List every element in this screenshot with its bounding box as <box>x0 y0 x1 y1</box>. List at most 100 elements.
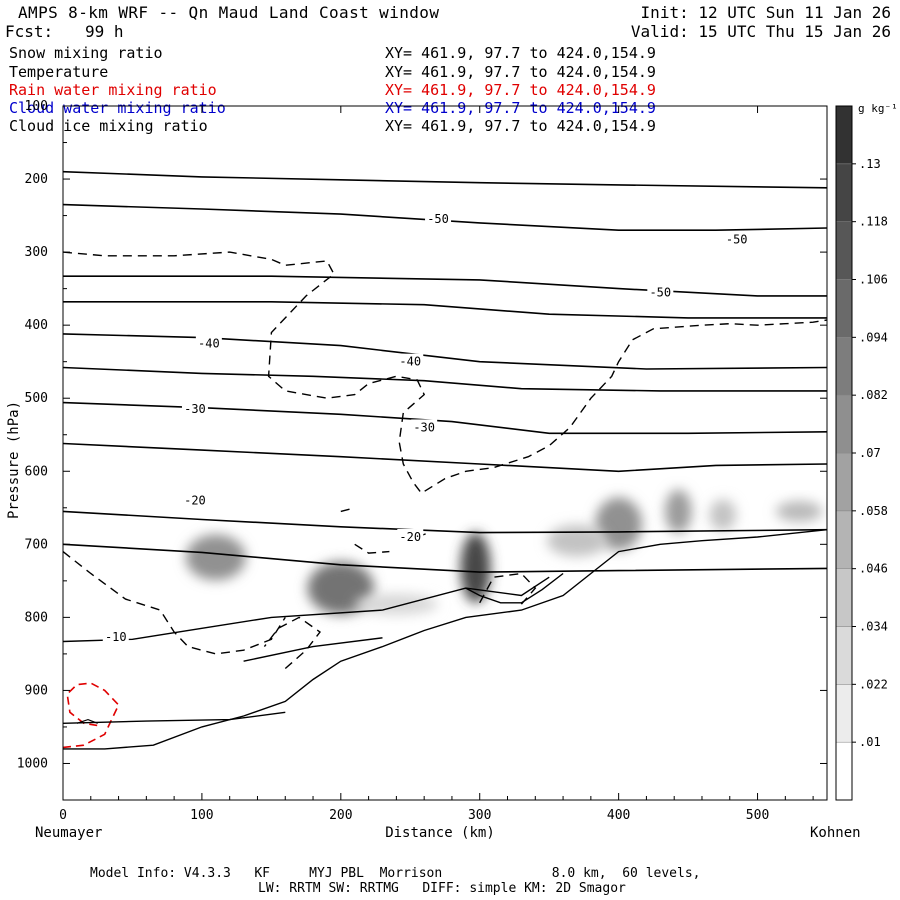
y-tick-label: 400 <box>25 318 48 333</box>
x-tick-label: 200 <box>329 808 352 823</box>
temperature-label-bg <box>102 629 129 644</box>
temperature-label-bg <box>425 211 452 226</box>
terrain-contour <box>63 576 550 643</box>
temperature-label: -50 <box>427 212 449 226</box>
colorbar-band <box>835 163 853 222</box>
dashed-contour <box>263 616 321 670</box>
plot-frame <box>62 105 828 801</box>
temperature-label-bg <box>195 335 222 350</box>
colorbar-band <box>835 452 853 512</box>
temperature-label: -10 <box>105 630 127 644</box>
dashed-contour <box>479 572 537 605</box>
colorbar-band <box>835 105 853 165</box>
x-right-endpoint: Kohnen <box>810 825 861 841</box>
colorbar-label: .118 <box>859 215 888 229</box>
terrain-contour <box>465 572 564 604</box>
field-rain-coords: XY= 461.9, 97.7 to 424.0,154.9 <box>385 81 656 99</box>
colorbar: .01 .022 .034 .046 .058 .07 .082 .094 .106 .118 .1… <box>835 105 888 801</box>
shading-blob <box>665 489 692 534</box>
temperature-contour <box>63 543 827 573</box>
x-left-endpoint: Neumayer <box>35 825 102 841</box>
colorbar-band <box>835 741 853 801</box>
shading-blob <box>546 524 607 557</box>
x-tick-label: 300 <box>468 808 491 823</box>
temperature-labels: -50 -50 -50 -40 -40 -30 -30 -20 -20 -10 <box>102 211 750 644</box>
temperature-contour <box>63 366 827 392</box>
shading-blob <box>709 499 737 531</box>
field-temp-coords: XY= 461.9, 97.7 to 424.0,154.9 <box>385 63 656 81</box>
x-tick-label: 500 <box>746 808 769 823</box>
colorbar-label: .01 <box>859 735 881 749</box>
temperature-label: -50 <box>726 233 748 247</box>
terrain-outline <box>63 529 827 750</box>
y-tick-label: 300 <box>25 245 48 260</box>
colorbar-label: .07 <box>859 446 881 460</box>
chart-title: AMPS 8-km WRF -- Qn Maud Land Coast wind… <box>18 3 440 22</box>
temperature-contour <box>63 275 827 297</box>
terrain-contour <box>243 637 383 662</box>
colorbar-label: .082 <box>859 388 888 402</box>
colorbar-label: .058 <box>859 504 888 518</box>
shading-blob <box>460 532 491 603</box>
y-tick-label: 900 <box>25 683 48 698</box>
colorbar-band <box>835 626 853 685</box>
fcst-label: Fcst: <box>5 22 54 41</box>
terrain-line <box>63 529 827 750</box>
dashed-contour <box>340 507 355 513</box>
init-time: Init: 12 UTC Sun 11 Jan 26 <box>640 3 891 22</box>
temperature-label-bg <box>181 492 208 507</box>
terrain-contour <box>63 711 286 724</box>
colorbar-band <box>835 684 853 743</box>
temperature-contour <box>63 301 827 319</box>
x-tick-label: 100 <box>190 808 213 823</box>
temperature-label-bg <box>397 529 424 544</box>
axes: 0 100 200 300 400 500 100 200 300 400 500 600 700 800… <box>17 99 827 823</box>
colorbar-label: .106 <box>859 273 888 287</box>
x-axis-label: Distance (km) <box>385 825 495 841</box>
fcst-value: 99 h <box>85 22 124 41</box>
x-tick-label: 0 <box>59 808 67 823</box>
colorbar-band <box>835 337 853 396</box>
field-cloudwater-name: Cloud water mixing ratio <box>9 99 226 117</box>
model-info: Model Info: V4.3.3 KF MYJ PBL Morrison 8… <box>90 866 701 881</box>
x-tick-label: 400 <box>607 808 630 823</box>
temperature-label: -20 <box>184 493 206 507</box>
field-cloudice-name: Cloud ice mixing ratio <box>9 117 208 135</box>
temperature-contour <box>63 170 827 189</box>
temperature-label: -20 <box>399 530 421 544</box>
y-tick-label: 600 <box>25 464 48 479</box>
colorbar-band <box>835 221 853 280</box>
temperature-label: -40 <box>198 336 220 350</box>
colorbar-label: .13 <box>859 157 881 171</box>
temperature-label-bg <box>397 353 424 368</box>
rain-water-contour <box>63 682 120 749</box>
dashed-contour <box>354 543 390 554</box>
temperature-label: -40 <box>399 355 421 369</box>
temperature-label-bg <box>647 284 674 299</box>
mixing-ratio-shading <box>185 489 823 615</box>
dashed-contour <box>63 551 286 655</box>
y-tick-label: 200 <box>25 172 48 187</box>
shading-blob <box>354 593 439 615</box>
field-snow-coords: XY= 461.9, 97.7 to 424.0,154.9 <box>385 44 656 62</box>
valid-time: Valid: 15 UTC Thu 15 Jan 26 <box>630 22 891 41</box>
temperature-label: -50 <box>649 285 671 299</box>
temperature-label-bg <box>181 401 208 416</box>
temperature-contour <box>63 442 827 473</box>
colorbar-band <box>835 510 853 569</box>
y-tick-label: 1000 <box>17 756 48 771</box>
temperature-label-bg <box>723 231 750 246</box>
field-cloudwater-coords: XY= 461.9, 97.7 to 424.0,154.9 <box>385 99 656 117</box>
y-tick-label: 700 <box>25 537 48 552</box>
temperature-label-bg <box>411 419 438 434</box>
shading-blob <box>185 534 246 581</box>
shading-blob <box>775 500 823 522</box>
colorbar-label: .046 <box>859 562 888 576</box>
shading-blob <box>595 497 642 551</box>
colorbar-label: .034 <box>859 620 888 634</box>
colorbar-label: .094 <box>859 330 888 344</box>
temperature-label: -30 <box>413 420 435 434</box>
dashed-contours <box>63 251 827 749</box>
colorbar-band <box>835 394 853 454</box>
